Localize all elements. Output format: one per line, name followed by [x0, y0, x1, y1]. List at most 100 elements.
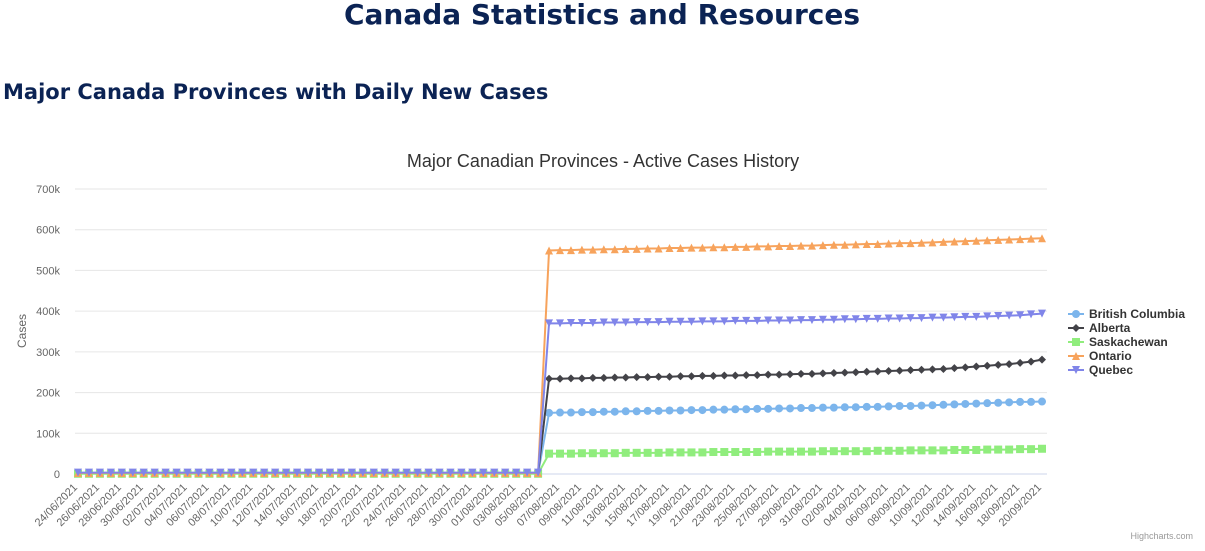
- point-marker: [807, 447, 816, 456]
- point-marker: [632, 448, 641, 457]
- point-marker: [676, 448, 685, 457]
- point-marker: [797, 404, 805, 413]
- point-marker: [599, 245, 608, 254]
- point-marker: [556, 374, 564, 383]
- point-marker: [687, 243, 696, 252]
- point-marker: [665, 448, 674, 457]
- point-marker: [950, 364, 959, 373]
- point-marker: [621, 448, 630, 457]
- point-marker: [139, 468, 148, 477]
- point-marker: [807, 404, 816, 413]
- point-marker: [818, 315, 827, 324]
- point-marker: [775, 242, 784, 250]
- point-marker: [906, 446, 915, 455]
- point-marker: [928, 365, 937, 374]
- point-marker: [599, 373, 608, 382]
- point-marker: [380, 468, 389, 477]
- legend-item[interactable]: Quebec: [1068, 363, 1133, 377]
- point-marker: [972, 445, 981, 454]
- point-marker: [709, 317, 718, 326]
- y-tick-label: 200k: [36, 388, 60, 400]
- point-marker: [610, 318, 619, 327]
- point-marker: [545, 408, 554, 417]
- point-marker: [621, 373, 630, 382]
- point-marker: [238, 468, 247, 477]
- point-marker: [347, 468, 356, 477]
- point-marker: [895, 314, 904, 323]
- point-marker: [873, 402, 882, 411]
- point-marker: [818, 241, 827, 250]
- point-marker: [457, 468, 466, 477]
- point-marker: [1027, 445, 1036, 454]
- point-marker: [950, 400, 959, 409]
- point-marker: [797, 316, 805, 325]
- point-marker: [643, 244, 652, 253]
- point-marker: [873, 446, 882, 455]
- point-marker: [884, 314, 893, 323]
- point-marker: [895, 366, 904, 375]
- point-marker: [807, 241, 816, 250]
- point-marker: [446, 468, 455, 477]
- point-marker: [687, 317, 696, 326]
- point-marker: [906, 314, 915, 323]
- point-marker: [698, 243, 707, 252]
- point-marker: [862, 402, 871, 411]
- point-marker: [194, 468, 203, 477]
- point-marker: [1016, 358, 1025, 367]
- point-marker: [621, 244, 630, 253]
- point-marker: [786, 447, 795, 456]
- point-marker: [556, 449, 564, 458]
- point-marker: [545, 374, 554, 383]
- point-marker: [654, 244, 663, 253]
- point-marker: [720, 371, 729, 380]
- point-marker: [928, 446, 937, 455]
- point-marker: [851, 315, 860, 324]
- series-line: [78, 237, 1043, 474]
- legend-symbol: [1072, 324, 1080, 332]
- point-marker: [994, 360, 1003, 369]
- point-marker: [577, 374, 586, 383]
- point-marker: [775, 404, 784, 413]
- point-marker: [566, 318, 575, 327]
- point-marker: [742, 242, 751, 251]
- point-marker: [720, 317, 729, 326]
- point-marker: [621, 318, 630, 327]
- point-marker: [786, 404, 795, 413]
- point-marker: [786, 242, 795, 250]
- point-marker: [939, 446, 948, 455]
- point-marker: [1027, 310, 1036, 319]
- point-marker: [873, 367, 882, 376]
- point-marker: [950, 237, 959, 246]
- point-marker: [1038, 309, 1046, 318]
- point-marker: [972, 236, 981, 245]
- point-marker: [588, 245, 597, 254]
- point-marker: [577, 245, 586, 254]
- point-marker: [534, 468, 543, 477]
- legend-item[interactable]: British Columbia: [1068, 307, 1185, 321]
- point-marker: [413, 468, 422, 477]
- point-marker: [665, 406, 674, 415]
- point-marker: [577, 408, 586, 417]
- point-marker: [829, 240, 838, 249]
- legend-item[interactable]: Ontario: [1068, 349, 1132, 363]
- point-marker: [928, 238, 937, 247]
- point-marker: [884, 366, 893, 375]
- point-marker: [895, 402, 904, 411]
- point-marker: [665, 244, 674, 253]
- point-marker: [599, 407, 608, 416]
- point-marker: [742, 448, 751, 457]
- point-marker: [577, 449, 586, 458]
- point-marker: [753, 404, 762, 413]
- point-marker: [983, 312, 992, 321]
- point-marker: [610, 449, 619, 458]
- point-marker: [566, 449, 575, 458]
- point-marker: [1038, 444, 1046, 453]
- point-marker: [1027, 234, 1036, 243]
- y-tick-label: 300k: [36, 347, 60, 359]
- legend-item[interactable]: Saskachewan: [1068, 335, 1168, 349]
- point-marker: [1038, 234, 1046, 243]
- point-marker: [271, 468, 280, 477]
- legend-item[interactable]: Alberta: [1068, 321, 1131, 335]
- point-marker: [906, 366, 915, 375]
- point-marker: [764, 370, 773, 379]
